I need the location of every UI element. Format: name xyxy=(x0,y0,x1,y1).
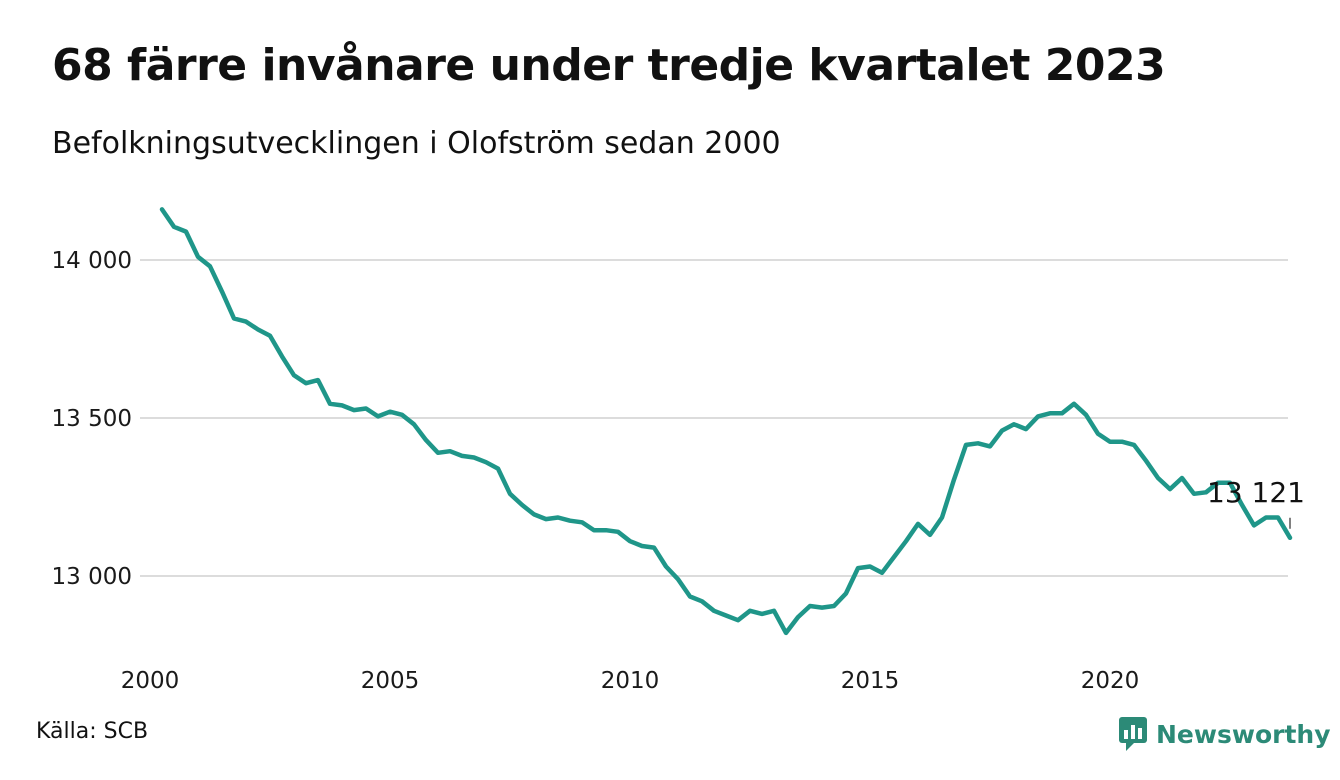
end-value-label: 13 121 xyxy=(1207,476,1305,509)
x-tick-label: 2000 xyxy=(121,668,180,694)
source-note: Källa: SCB xyxy=(36,719,149,744)
end-value-label-group: 13 121 xyxy=(1207,476,1305,529)
chart-subtitle: Befolkningsutvecklingen i Olofström seda… xyxy=(52,126,781,161)
brand-logo[interactable]: Newsworthy xyxy=(1118,714,1331,754)
gridlines xyxy=(140,259,1288,577)
x-tick-label: 2020 xyxy=(1081,668,1140,694)
brand-name: Newsworthy xyxy=(1156,719,1331,749)
y-axis-ticks: 14 000 13 500 13 000 xyxy=(52,248,132,590)
newsworthy-logo-icon xyxy=(1119,717,1147,751)
x-tick-label: 2010 xyxy=(601,668,660,694)
x-axis-ticks: 2000 2005 2010 2015 2020 xyxy=(121,668,1140,694)
chart-title: 68 färre invånare under tredje kvartalet… xyxy=(52,40,1166,91)
y-tick-label: 14 000 xyxy=(52,248,132,274)
x-tick-label: 2005 xyxy=(361,668,420,694)
x-tick-label: 2015 xyxy=(841,668,900,694)
y-tick-label: 13 500 xyxy=(52,406,132,432)
population-line xyxy=(159,207,1293,636)
y-tick-label: 13 000 xyxy=(52,564,132,590)
series-lines xyxy=(159,207,1293,636)
